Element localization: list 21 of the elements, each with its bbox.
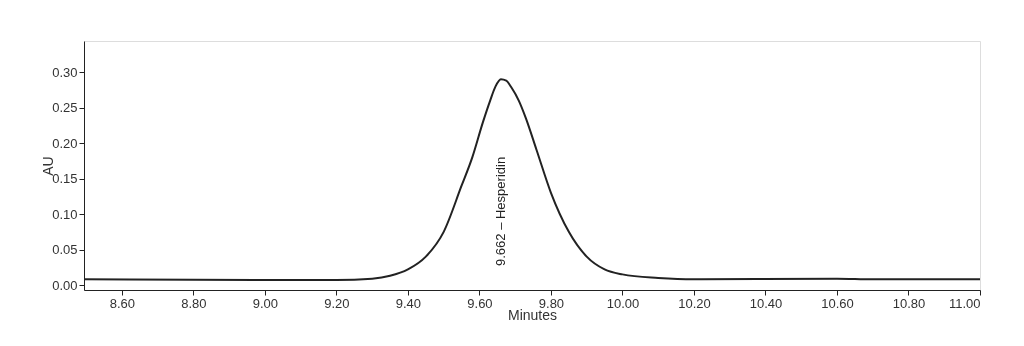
x-tick-label: 11.00 — [948, 295, 981, 311]
x-tick-label: 9.20 — [324, 295, 350, 311]
x-tick-label: 8.80 — [181, 295, 207, 311]
y-tick-label: 0.20 — [52, 135, 78, 151]
x-tick-label: 10.80 — [892, 295, 926, 311]
x-tick-label: 8.60 — [109, 295, 136, 311]
x-tick-label: 10.20 — [678, 295, 711, 311]
x-tick-label: 9.80 — [538, 295, 565, 311]
y-tick-label: 0.10 — [52, 206, 78, 222]
y-tick-label: 0.15 — [52, 171, 78, 187]
x-tick-label: 9.00 — [252, 295, 279, 311]
x-tick-label: 10.60 — [821, 295, 854, 311]
x-tick-label: 9.60 — [467, 295, 493, 311]
x-tick-label: 10.00 — [606, 295, 640, 311]
x-tick-label: 10.40 — [749, 295, 783, 311]
y-tick-label: 0.30 — [52, 64, 78, 80]
annotation: 9.662 – Hesperidin — [492, 156, 508, 266]
y-tick-label: 0.25 — [52, 100, 78, 116]
y-tick-label: 0.05 — [52, 242, 78, 258]
x-tick-label: 9.40 — [395, 295, 422, 311]
y-tick-label: 0.00 — [52, 277, 78, 293]
